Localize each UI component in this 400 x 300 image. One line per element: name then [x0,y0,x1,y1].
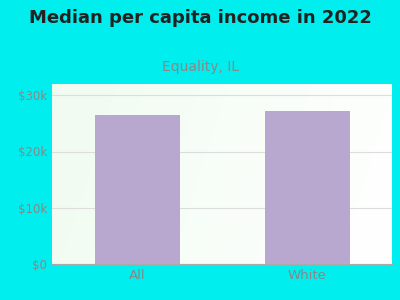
Bar [94,115,180,264]
Text: Median per capita income in 2022: Median per capita income in 2022 [28,9,372,27]
Bar [264,111,350,264]
Text: Equality, IL: Equality, IL [162,60,238,74]
